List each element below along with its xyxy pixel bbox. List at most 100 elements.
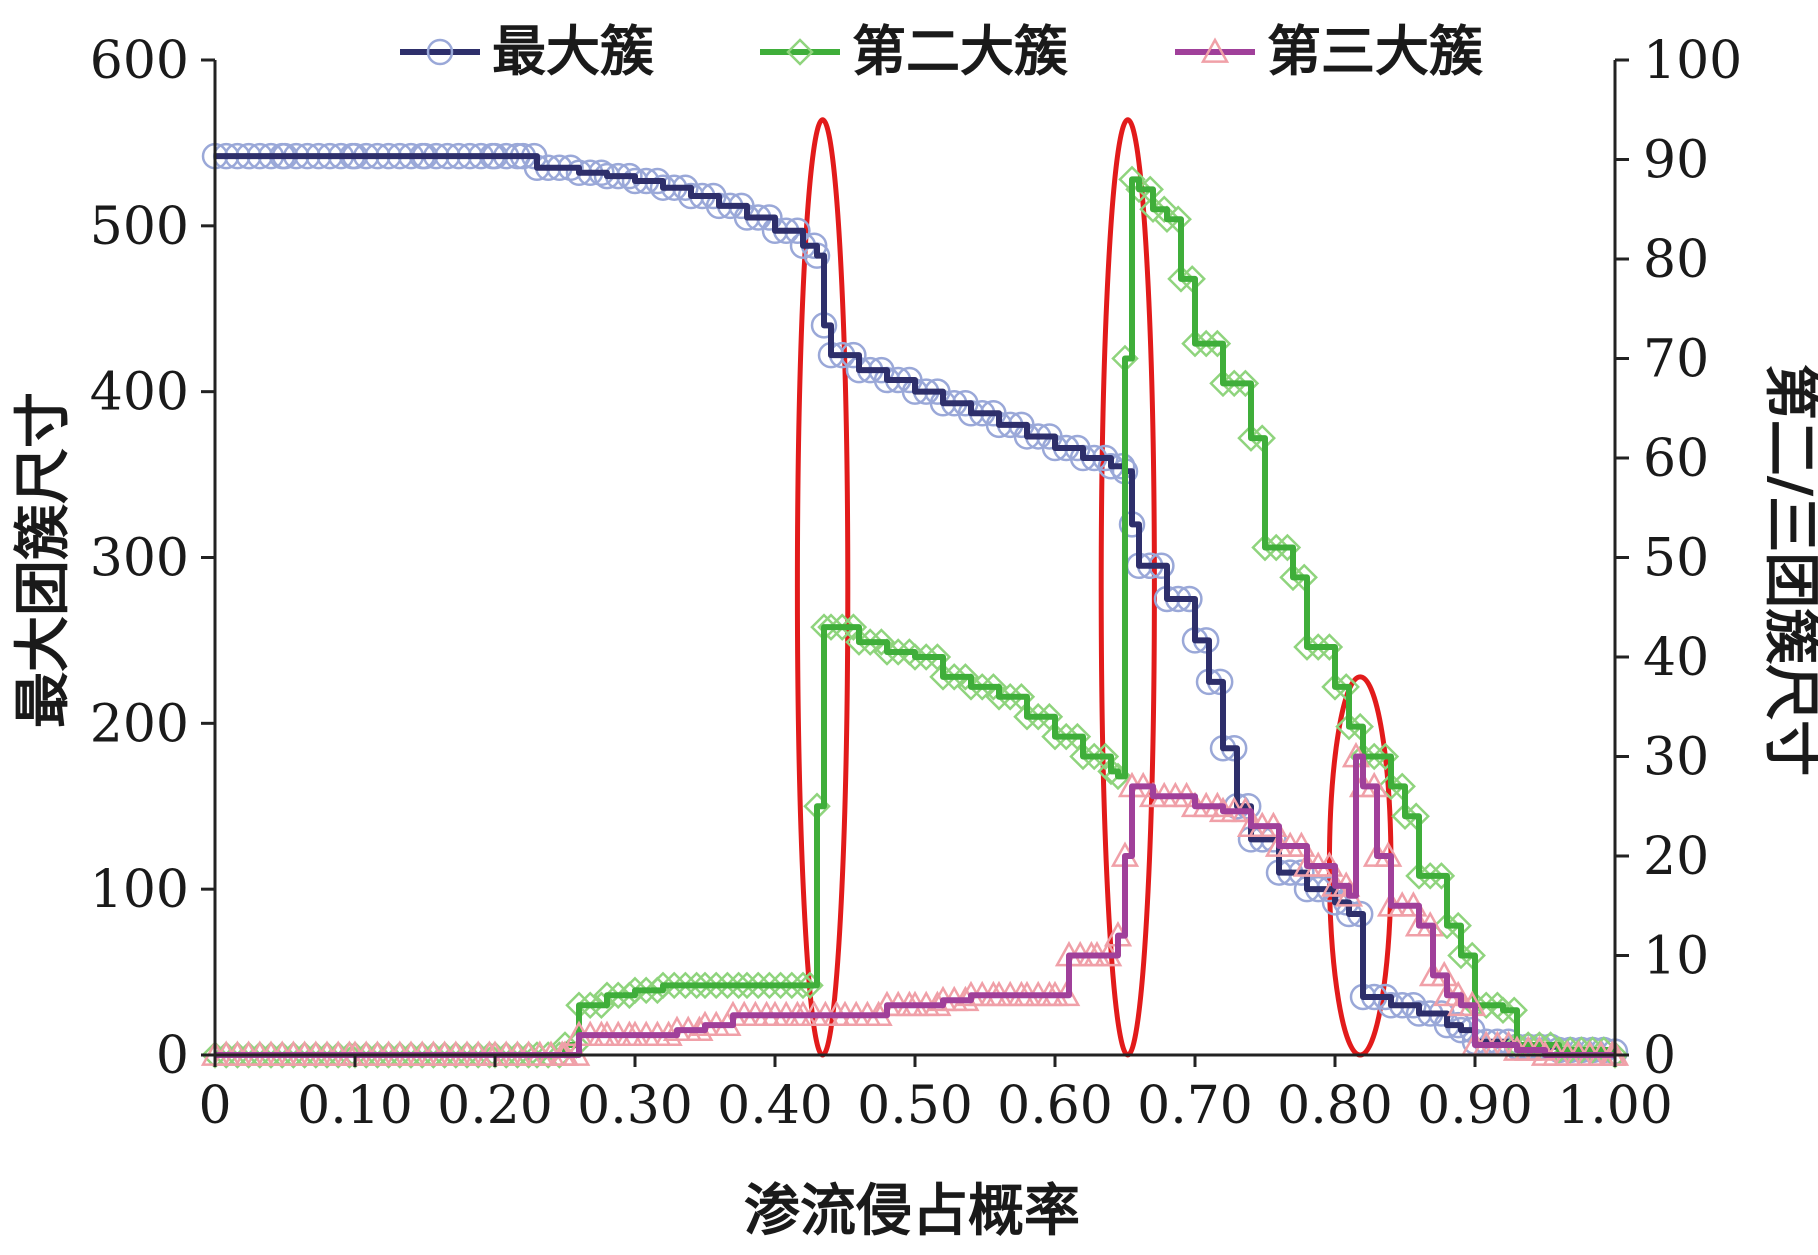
legend-label-3: 第三大簇 [1267,20,1484,83]
series-2-marker [766,971,795,1000]
series-2-marker [1427,862,1456,890]
series-2-marker [1405,862,1433,890]
series-2-marker [1150,195,1178,224]
series-2-marker [1153,205,1181,233]
series-2-line [215,176,1618,1058]
series-2-marker [929,663,957,691]
series-2-markers [201,165,1629,1069]
y-right-tick-label: 80 [1643,230,1709,290]
series-2-marker [979,673,1008,701]
y-left-tick-label: 300 [90,529,189,589]
x-tick-label: 0.50 [857,1076,973,1136]
series-2-marker [940,663,968,691]
series-2-marker [1181,329,1209,358]
series-2-marker [1013,702,1041,731]
series-2-marker [632,976,660,1005]
series-2-marker [649,971,677,1000]
series-2-marker [1433,911,1461,940]
series-2-marker [1262,533,1290,562]
legend-label-2: 第二大簇 [852,20,1069,83]
series-2-marker [789,971,817,1000]
series-2-marker [1203,329,1232,358]
legend-marker-2 [786,38,814,66]
y-right-tick-label: 0 [1643,1026,1676,1086]
legend-marker-3 [1200,37,1230,63]
series-2-marker [1024,702,1052,731]
series-2-marker [1237,424,1265,452]
series-2-marker [1416,862,1444,890]
y-left-tick-label: 500 [90,197,189,257]
series-2-marker [1304,633,1332,661]
series-2-marker [682,971,711,1000]
series-2-marker [1447,941,1475,970]
series-2-marker [1091,742,1120,771]
x-tick-label: 0.60 [997,1076,1113,1136]
series-2-marker [1371,742,1400,771]
series-2-marker [1139,195,1167,224]
y-left-tick-label: 200 [90,694,189,754]
series-3-line [215,753,1615,1058]
legend-label-1: 最大簇 [492,20,655,83]
x-tick-label: 0.30 [577,1076,693,1136]
series-2-marker [1472,991,1500,1020]
y-axis-right-title: 第二/三团簇尺寸 [1758,364,1818,776]
series-2-marker [744,971,772,1000]
series-2-marker [660,971,688,1000]
x-tick-label: 0.80 [1277,1076,1393,1136]
series-2-marker [968,673,996,701]
series-2-marker [1360,742,1388,771]
series-2-marker [755,971,784,1000]
y-right-tick-label: 10 [1643,927,1709,987]
axes-layer: 0 0.10 0.20 0.30 0.40 0.50 0.60 0.70 0.80 0.90 1.0… [90,31,1743,1136]
series-2-marker [1391,802,1419,830]
series-2-marker [778,971,806,1000]
series-2-marker [1167,265,1195,293]
series-2-marker [845,628,873,656]
y-right-tick-label: 20 [1643,827,1709,887]
y-left-tick-label: 0 [156,1026,189,1086]
series-2-marker [1080,742,1108,771]
series-2-marker [1377,772,1405,801]
series-2-marker [1231,369,1260,398]
series-2-marker [1097,757,1125,786]
series-2-marker [724,971,753,1000]
x-tick-label: 0 [198,1076,231,1136]
series-2-marker [713,971,742,1000]
series-2-marker [839,613,868,641]
series-2-marker [1052,722,1080,751]
y-right-tick-label: 50 [1643,529,1709,589]
y-right-tick-label: 30 [1643,728,1709,788]
series-2-marker [1335,712,1363,741]
x-tick-label: 0.90 [1417,1076,1533,1136]
series-1 [201,142,1629,1065]
series-2-marker [1273,533,1302,562]
series-2-marker [957,673,985,701]
series-2-marker [702,971,730,1000]
x-tick-label: 0.10 [297,1076,413,1136]
series-2-marker [576,991,604,1020]
y-left-tick-label: 400 [90,363,189,423]
series-2-marker [1293,633,1321,661]
legend: 最大簇 第二大簇 第三大簇 [400,20,1484,83]
series-2-marker [912,643,940,671]
series-layer [200,142,1630,1069]
y-left-tick-label: 100 [90,860,189,920]
series-2-marker [1279,563,1307,592]
series-2-marker [1315,633,1344,661]
series-2-marker [1321,673,1349,701]
series-2-marker [1251,533,1279,562]
legend-marker-1 [426,38,454,66]
series-2-marker [951,663,980,691]
series-2-marker [884,638,912,666]
series-2-marker [691,971,719,1000]
series-2-marker [1041,722,1069,751]
series-2-marker [733,971,761,1000]
series-2-marker [867,628,896,656]
series-2-marker [856,628,884,656]
series-2-marker [985,683,1013,711]
x-tick-label: 0.70 [1137,1076,1253,1136]
x-axis-title: 渗流侵占概率 [744,1179,1080,1244]
series-2-marker [828,613,856,641]
